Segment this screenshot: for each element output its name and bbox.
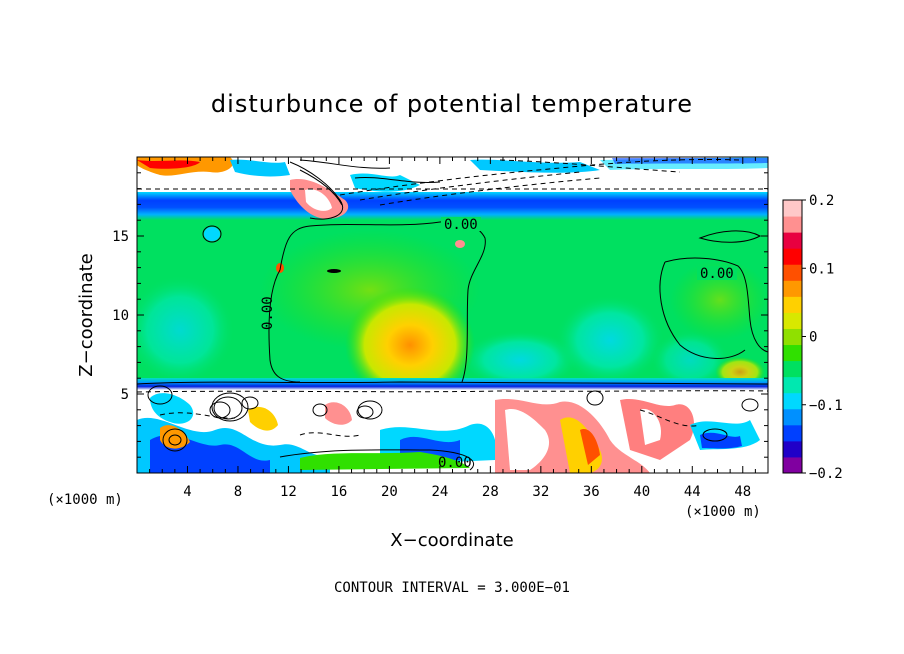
colorbar-swatch [783, 408, 802, 426]
contour-label-bg [697, 266, 737, 280]
contour-labels: 0.00 0.00 0.00 0.00 [260, 217, 737, 471]
y-axis-label: Z−coordinate [76, 253, 97, 376]
y-axis-unit: (×1000 m) [47, 492, 123, 508]
x-axis-label: X−coordinate [390, 530, 513, 551]
x-tick-label: 32 [532, 484, 549, 500]
colorbar-swatch [783, 360, 802, 378]
colorbar-tick-label: −0.2 [809, 466, 843, 482]
y-tick-label: 10 [112, 308, 129, 324]
colorbar-swatch [783, 280, 802, 297]
contour-label-bg [441, 217, 481, 231]
colorbar-swatch [783, 232, 802, 249]
x-tick-label: 4 [183, 484, 191, 500]
contour-label: 0.00 [700, 266, 734, 282]
x-tick-label: 20 [381, 484, 398, 500]
x-tick-label: 36 [583, 484, 600, 500]
x-tick-label: 48 [734, 484, 751, 500]
contour-label: 0.00 [260, 296, 276, 330]
colorbar-swatch [783, 296, 802, 313]
colorbar-swatch [783, 344, 802, 362]
x-tick-label: 40 [633, 484, 650, 500]
colorbar [783, 200, 802, 474]
colorbar-swatch [783, 376, 802, 394]
colorbar-swatch [783, 248, 802, 265]
colorbar-swatch [783, 264, 802, 281]
x-tick-label: 8 [234, 484, 242, 500]
y-tick-label: 15 [112, 229, 129, 245]
x-axis: 4 8 12 16 20 24 28 32 36 40 44 48 [149, 157, 756, 500]
y-tick-label: 5 [121, 387, 129, 403]
x-tick-label: 28 [482, 484, 499, 500]
colorbar-swatch [783, 424, 802, 442]
colorbar-swatch [783, 200, 802, 217]
y-axis: 5 10 15 [112, 172, 768, 458]
colorbar-swatch [783, 312, 802, 329]
colorbar-swatch [783, 216, 802, 233]
contour-lines-dashed [137, 158, 768, 437]
colorbar-swatch [783, 328, 802, 346]
colorbar-ticks: 0.2 0.1 0 −0.1 −0.2 [802, 193, 843, 482]
x-tick-label: 44 [684, 484, 701, 500]
x-tick-label: 24 [431, 484, 448, 500]
x-axis-unit: (×1000 m) [685, 504, 761, 520]
heatmap-field [137, 157, 768, 473]
colorbar-swatch [783, 392, 802, 410]
contour-label: 0.00 [438, 455, 472, 471]
x-tick-label: 12 [280, 484, 297, 500]
colorbar-swatch [783, 456, 802, 474]
x-tick-label: 16 [330, 484, 347, 500]
contour-interval-note: CONTOUR INTERVAL = 3.000E−01 [334, 580, 570, 596]
chart-title: disturbunce of potential temperature [211, 90, 693, 118]
colorbar-tick-label: 0 [809, 330, 817, 346]
colorbar-swatch [783, 440, 802, 458]
colorbar-tick-label: 0.2 [809, 193, 834, 209]
colorbar-tick-label: 0.1 [809, 261, 834, 277]
colorbar-tick-label: −0.1 [809, 398, 843, 414]
contour-label: 0.00 [444, 217, 478, 233]
